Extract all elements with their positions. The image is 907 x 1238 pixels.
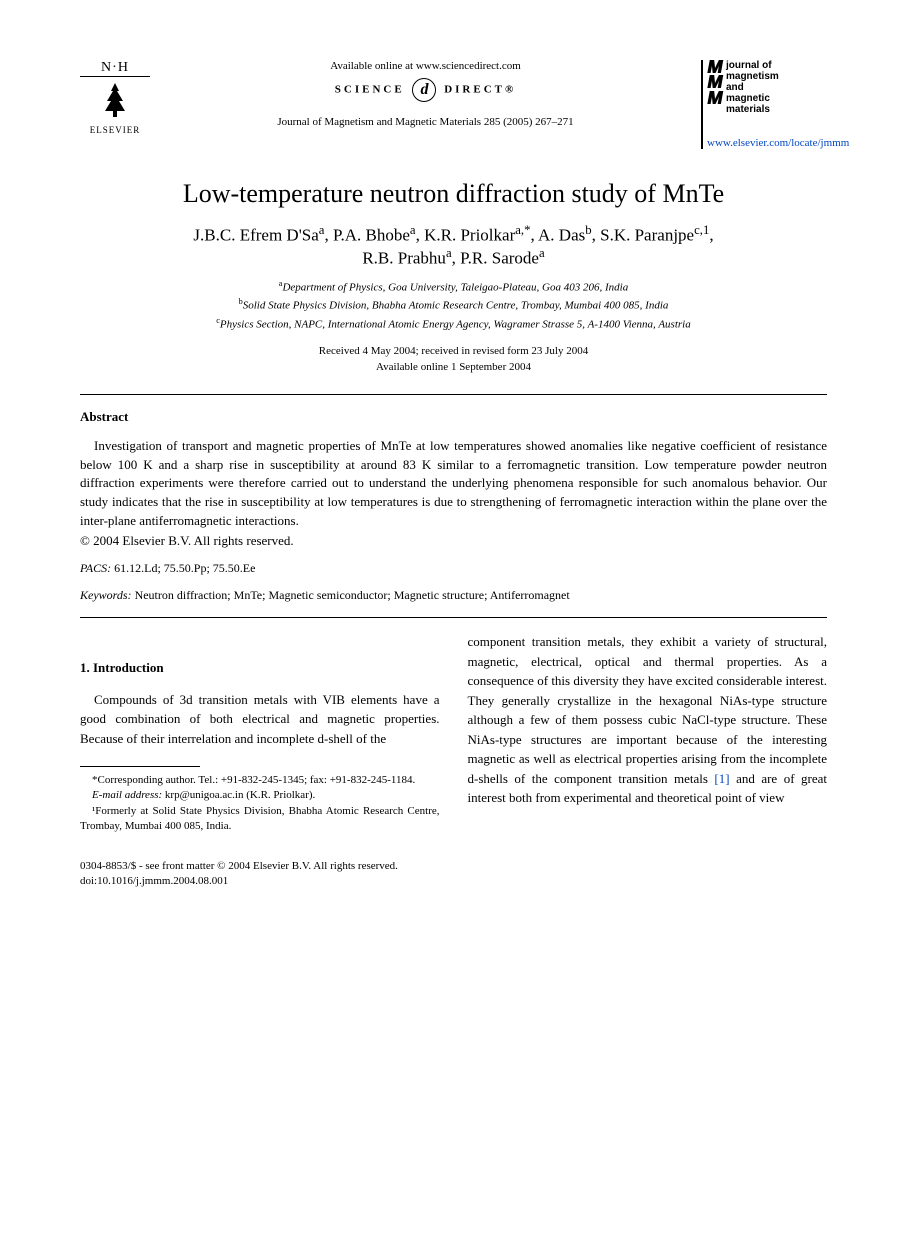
- header-center: Available online at www.sciencedirect.co…: [150, 60, 701, 128]
- page: N·H ELSEVIER Available online at www.sci…: [0, 0, 907, 929]
- keywords-label: Keywords:: [80, 588, 132, 602]
- sd-right: DIRECT®: [444, 84, 516, 96]
- keywords-value: Neutron diffraction; MnTe; Magnetic semi…: [135, 588, 570, 602]
- divider: [80, 617, 827, 618]
- abstract-body: Investigation of transport and magnetic …: [80, 437, 827, 531]
- body-columns: 1. Introduction Compounds of 3d transiti…: [80, 632, 827, 835]
- received-date: Received 4 May 2004; received in revised…: [319, 345, 588, 357]
- publisher-logo: N·H ELSEVIER: [80, 60, 150, 135]
- email-address: krp@unigoa.ac.in (K.R. Priolkar).: [165, 789, 315, 801]
- footnote-divider: [80, 766, 200, 767]
- article-title: Low-temperature neutron diffraction stud…: [80, 179, 827, 209]
- authors: J.B.C. Efrem D'Saa, P.A. Bhobea, K.R. Pr…: [80, 223, 827, 268]
- footnotes: *Corresponding author. Tel.: +91-832-245…: [80, 773, 440, 835]
- affil-b: Solid State Physics Division, Bhabha Ato…: [243, 300, 669, 312]
- footnote-1: ¹Formerly at Solid State Physics Divisio…: [80, 804, 440, 835]
- journal-m-icon: MMM: [707, 60, 722, 106]
- publisher-initials: N·H: [80, 60, 150, 77]
- available-online: Available online at www.sciencedirect.co…: [160, 60, 691, 72]
- pacs-line: PACS: 61.12.Ld; 75.50.Pp; 75.50.Ee: [80, 561, 827, 576]
- section-1-heading: 1. Introduction: [80, 658, 440, 678]
- available-date: Available online 1 September 2004: [376, 361, 531, 373]
- article-dates: Received 4 May 2004; received in revised…: [80, 343, 827, 376]
- abstract-heading: Abstract: [80, 409, 827, 425]
- sciencedirect-logo: SCIENCE d DIRECT®: [160, 78, 691, 102]
- journal-citation: Journal of Magnetism and Magnetic Materi…: [160, 116, 691, 128]
- corresponding-author: *Corresponding author. Tel.: +91-832-245…: [80, 773, 440, 788]
- keywords-line: Keywords: Neutron diffraction; MnTe; Mag…: [80, 588, 827, 603]
- divider: [80, 394, 827, 395]
- publisher-name: ELSEVIER: [80, 125, 150, 135]
- ref-link-1[interactable]: [1]: [714, 771, 729, 786]
- pacs-label: PACS:: [80, 561, 111, 575]
- intro-para-left: Compounds of 3d transition metals with V…: [80, 690, 440, 749]
- tree-icon: [80, 79, 150, 125]
- page-header: N·H ELSEVIER Available online at www.sci…: [80, 60, 827, 149]
- journal-logo-box: MMM journal of magnetism and magnetic ma…: [701, 60, 827, 149]
- email-label: E-mail address:: [92, 789, 162, 801]
- intro-para-right: component transition metals, they exhibi…: [468, 632, 828, 808]
- journal-logo-text: journal of magnetism and magnetic materi…: [726, 60, 779, 115]
- page-footer: 0304-8853/$ - see front matter © 2004 El…: [80, 859, 827, 890]
- column-left: 1. Introduction Compounds of 3d transiti…: [80, 632, 440, 835]
- email-line: E-mail address: krp@unigoa.ac.in (K.R. P…: [80, 788, 440, 803]
- pacs-value: 61.12.Ld; 75.50.Pp; 75.50.Ee: [114, 561, 255, 575]
- doi: doi:10.1016/j.jmmm.2004.08.001: [80, 874, 827, 889]
- sd-d-icon: d: [412, 78, 436, 102]
- locate-url[interactable]: www.elsevier.com/locate/jmmm: [707, 137, 827, 149]
- affil-c: Physics Section, NAPC, International Ato…: [220, 318, 691, 330]
- affil-a: Department of Physics, Goa University, T…: [282, 282, 628, 294]
- sd-left: SCIENCE: [335, 84, 405, 96]
- affiliations: aDepartment of Physics, Goa University, …: [80, 278, 827, 332]
- front-matter: 0304-8853/$ - see front matter © 2004 El…: [80, 859, 827, 874]
- abstract-copyright: © 2004 Elsevier B.V. All rights reserved…: [80, 533, 827, 549]
- column-right: component transition metals, they exhibi…: [468, 632, 828, 835]
